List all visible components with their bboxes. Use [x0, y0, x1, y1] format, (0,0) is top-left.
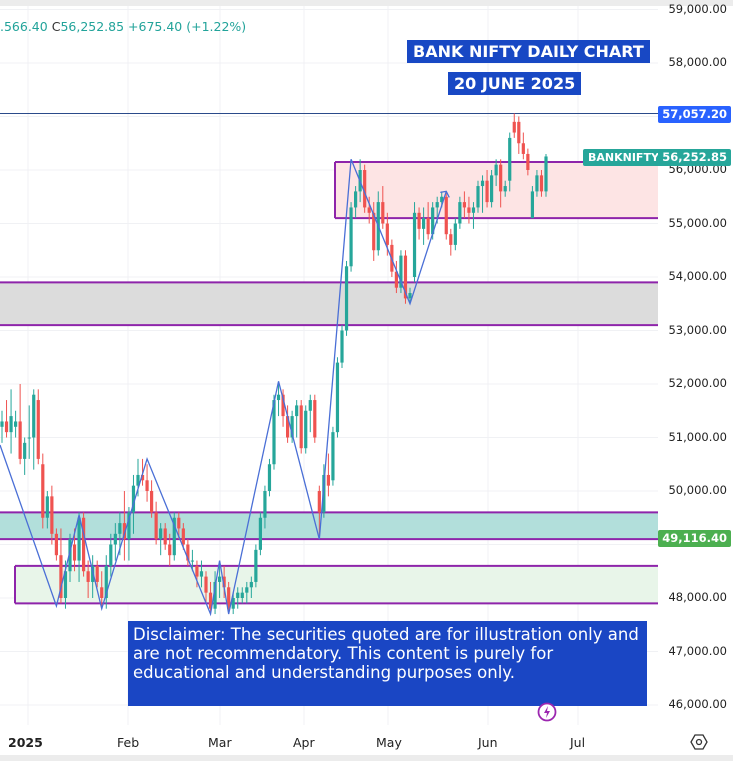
close-value: 56,252.85: [60, 19, 125, 34]
time-tick-label: Mar: [208, 735, 232, 750]
lightning-icon[interactable]: [537, 702, 557, 722]
price-tick-label: 47,000.00: [668, 643, 727, 658]
price-tick-label: 51,000.00: [668, 429, 727, 444]
price-tick-label: 59,000.00: [668, 1, 727, 16]
chart-title-line1: BANK NIFTY DAILY CHART: [407, 40, 650, 63]
price-tick-label: 55,000.00: [668, 215, 727, 230]
price-tick-label: 52,000.00: [668, 376, 727, 390]
price-tick-label: 46,000.00: [668, 697, 727, 711]
time-tick-label: Apr: [293, 735, 315, 750]
time-tick-label: Jun: [478, 735, 498, 750]
last-price-tag: 56,252.85: [658, 149, 731, 166]
price-tick-label: 50,000.00: [668, 483, 727, 497]
time-tick-label: Feb: [117, 735, 140, 750]
disclaimer-box: Disclaimer: The securities quoted are fo…: [128, 621, 647, 706]
high-price-tag: 57,057.20: [658, 106, 731, 123]
close-label: C: [51, 19, 61, 34]
low-price-tag: 49,116.40: [658, 530, 731, 547]
open-value: .566.40: [0, 19, 48, 34]
settings-hex-icon[interactable]: [690, 733, 708, 751]
bottom-edge: [0, 755, 733, 761]
price-tick-label: 54,000.00: [668, 269, 727, 283]
time-tick-label: Jul: [570, 735, 586, 750]
ohlc-legend: .566.40 C56,252.85 +675.40 (+1.22%): [0, 19, 246, 34]
price-tick-label: 48,000.00: [668, 590, 727, 604]
price-tick-label: 53,000.00: [668, 322, 727, 337]
time-tick-label: May: [376, 735, 402, 750]
price-tick-label: 58,000.00: [668, 55, 727, 69]
top-toolbar-edge: [0, 0, 733, 6]
time-tick-label: 2025: [8, 735, 43, 750]
symbol-tag: BANKNIFTY: [583, 149, 664, 166]
chart-title-line2: 20 JUNE 2025: [448, 72, 582, 95]
change-value: +675.40 (+1.22%): [128, 19, 247, 34]
